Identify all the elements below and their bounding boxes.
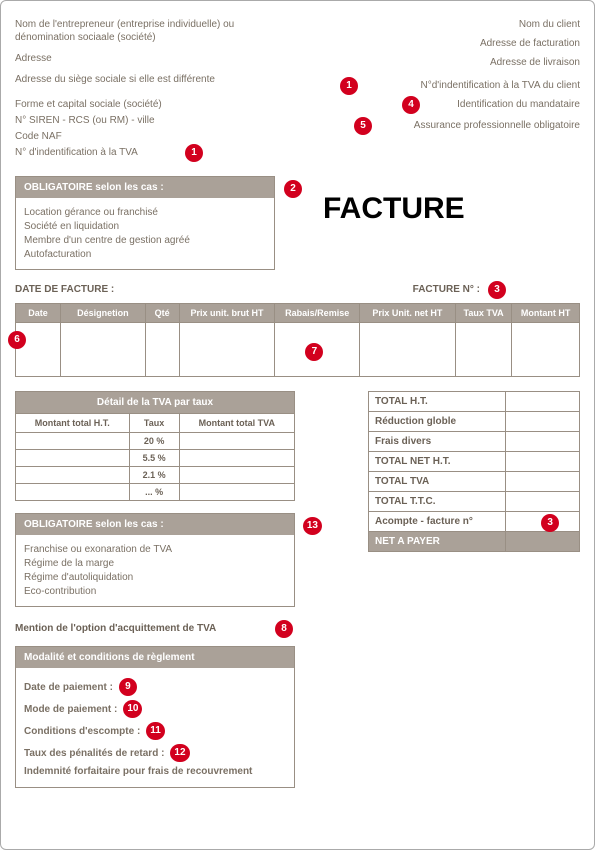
entrepreneur-siren: N° SIREN - RCS (ou RM) - ville [15, 114, 295, 127]
obligatoire1-item: Autofacturation [24, 249, 266, 260]
obligatoire-box-1: OBLIGATOIRE selon les cas : 2 Location g… [15, 176, 275, 270]
th-taux-tva: Taux TVA [455, 304, 511, 323]
mention-tva: Mention de l'option d'acquittement de TV… [15, 623, 216, 634]
entrepreneur-naf: Code NAF [15, 130, 295, 143]
payment-row: Indemnité forfaitaire pour frais de reco… [24, 766, 286, 777]
badge-8: 8 [275, 620, 293, 638]
th-rabais: Rabais/Remise [275, 304, 360, 323]
tva-h1: Montant total H.T. [16, 414, 130, 433]
obligatoire1-item: Location gérance ou franchisé [24, 207, 266, 218]
tva-h2: Taux [129, 414, 179, 433]
client-tva: N°d'indentification à la TVA du client [420, 80, 580, 91]
badge-12: 12 [170, 744, 189, 762]
total-row: TOTAL H.T. [369, 392, 580, 412]
badge-3a: 3 [488, 281, 506, 299]
payment-box: Modalité et conditions de règlement Date… [15, 646, 295, 788]
entrepreneur-siege: Adresse du siège sociale si elle est dif… [15, 73, 295, 86]
th-pu-net: Prix Unit. net HT [360, 304, 456, 323]
payment-row: Conditions d'escompte :11 [24, 722, 286, 740]
badge-4: 4 [402, 96, 420, 114]
tva-row: 5.5 % [16, 450, 295, 467]
badge-2: 2 [284, 180, 302, 198]
obligatoire1-body: Location gérance ou franchisé Société en… [16, 198, 274, 269]
mention-tva-row: Mention de l'option d'acquittement de TV… [15, 623, 580, 634]
total-row: TOTAL TVA [369, 472, 580, 492]
facture-title: FACTURE [323, 192, 465, 226]
th-designation: Désignetion [61, 304, 146, 323]
entrepreneur-tva-row: N° d'indentification à la TVA 1 [15, 146, 295, 159]
obligatoire1-title: OBLIGATOIRE selon les cas : [16, 177, 274, 198]
badge-13: 13 [303, 517, 322, 535]
mid-row: OBLIGATOIRE selon les cas : 2 Location g… [15, 168, 580, 270]
labels-row: DATE DE FACTURE : FACTURE N° : 3 [15, 284, 580, 295]
th-qte: Qté [145, 304, 179, 323]
header-row: Nom de l'entrepreneur (entreprise indivi… [15, 15, 580, 162]
obligatoire2-item: Régime de la marge [24, 558, 286, 569]
net-row: NET A PAYER [369, 532, 580, 552]
client-assurance-row: 5 Assurance professionnelle obligatoire [320, 119, 580, 132]
badge-10: 10 [123, 700, 142, 718]
th-montant: Montant HT [512, 304, 580, 323]
tva-detail-table: Détail de la TVA par taux Montant total … [15, 391, 295, 501]
obligatoire2-body: Franchise ou exonaration de TVA Régime d… [16, 535, 294, 606]
tva-title: Détail de la TVA par taux [16, 392, 295, 414]
obligatoire1-item: Membre d'un centre de gestion agréé [24, 235, 266, 246]
badge-1b: 1 [340, 77, 358, 95]
obligatoire2-item: Franchise ou exonaration de TVA [24, 544, 286, 555]
entrepreneur-address: Adresse [15, 52, 295, 65]
payment-title: Modalité et conditions de règlement [16, 647, 294, 668]
date-facture-label: DATE DE FACTURE : [15, 284, 114, 295]
payment-row: Taux des pénalités de retard :12 [24, 744, 286, 762]
th-date: Date [16, 304, 61, 323]
client-mandataire-row: 4 Identification du mandataire [320, 98, 580, 111]
obligatoire-box-2: OBLIGATOIRE selon les cas : 13 Franchise… [15, 513, 295, 607]
total-row: Réduction globle [369, 412, 580, 432]
obligatoire1-item: Société en liquidation [24, 221, 266, 232]
obligatoire2-item: Eco-contribution [24, 586, 286, 597]
client-block: Nom du client Adresse de facturation Adr… [320, 15, 580, 162]
client-tva-row: 1 N°d'indentification à la TVA du client [320, 79, 580, 92]
client-mandataire: Identification du mandataire [457, 99, 580, 110]
client-livraison: Adresse de livraison [320, 56, 580, 69]
tva-row: 2.1 % [16, 467, 295, 484]
badge-5: 5 [354, 117, 372, 135]
entrepreneur-tva: N° d'indentification à la TVA [15, 147, 138, 158]
client-assurance: Assurance professionnelle obligatoire [414, 120, 580, 131]
facture-no-wrap: FACTURE N° : 3 [413, 284, 480, 295]
payment-row: Date de paiement :9 [24, 678, 286, 696]
badge-7: 7 [305, 343, 323, 361]
obligatoire2-item: Régime d'autoliquidation [24, 572, 286, 583]
right-stack: TOTAL H.T. Réduction globle Frais divers… [368, 391, 580, 552]
table-header-row: Date Désignetion Qté Prix unit. brut HT … [16, 304, 580, 323]
th-pu-brut: Prix unit. brut HT [179, 304, 275, 323]
client-facturation: Adresse de facturation [320, 37, 580, 50]
badge-1a: 1 [185, 144, 203, 162]
main-items-table: Date Désignetion Qté Prix unit. brut HT … [15, 303, 580, 377]
total-row: Frais divers [369, 432, 580, 452]
badge-9: 9 [119, 678, 137, 696]
badge-11: 11 [146, 722, 165, 740]
payment-body: Date de paiement :9 Mode de paiement :10… [16, 668, 294, 787]
facture-no-label: FACTURE N° : [413, 284, 480, 295]
client-name: Nom du client [320, 18, 580, 31]
badge-6: 6 [8, 331, 26, 349]
total-row: TOTAL T.T.C. [369, 492, 580, 512]
table-row: 6 7 [16, 323, 580, 377]
entrepreneur-block: Nom de l'entrepreneur (entreprise indivi… [15, 15, 295, 162]
entrepreneur-name: Nom de l'entrepreneur (entreprise indivi… [15, 18, 295, 44]
left-stack: Détail de la TVA par taux Montant total … [15, 391, 295, 607]
totals-table: TOTAL H.T. Réduction globle Frais divers… [368, 391, 580, 552]
payment-row: Mode de paiement :10 [24, 700, 286, 718]
total-row: Acompte - facture n°3 [369, 512, 580, 532]
tva-row: ... % [16, 484, 295, 501]
tva-h3: Montant total TVA [179, 414, 294, 433]
bottom-row: Détail de la TVA par taux Montant total … [15, 391, 580, 607]
invoice-template: Nom de l'entrepreneur (entreprise indivi… [0, 0, 595, 850]
obligatoire2-title: OBLIGATOIRE selon les cas : [16, 514, 294, 535]
total-row: TOTAL NET H.T. [369, 452, 580, 472]
tva-row: 20 % [16, 433, 295, 450]
entrepreneur-forme: Forme et capital sociale (société) [15, 98, 295, 111]
